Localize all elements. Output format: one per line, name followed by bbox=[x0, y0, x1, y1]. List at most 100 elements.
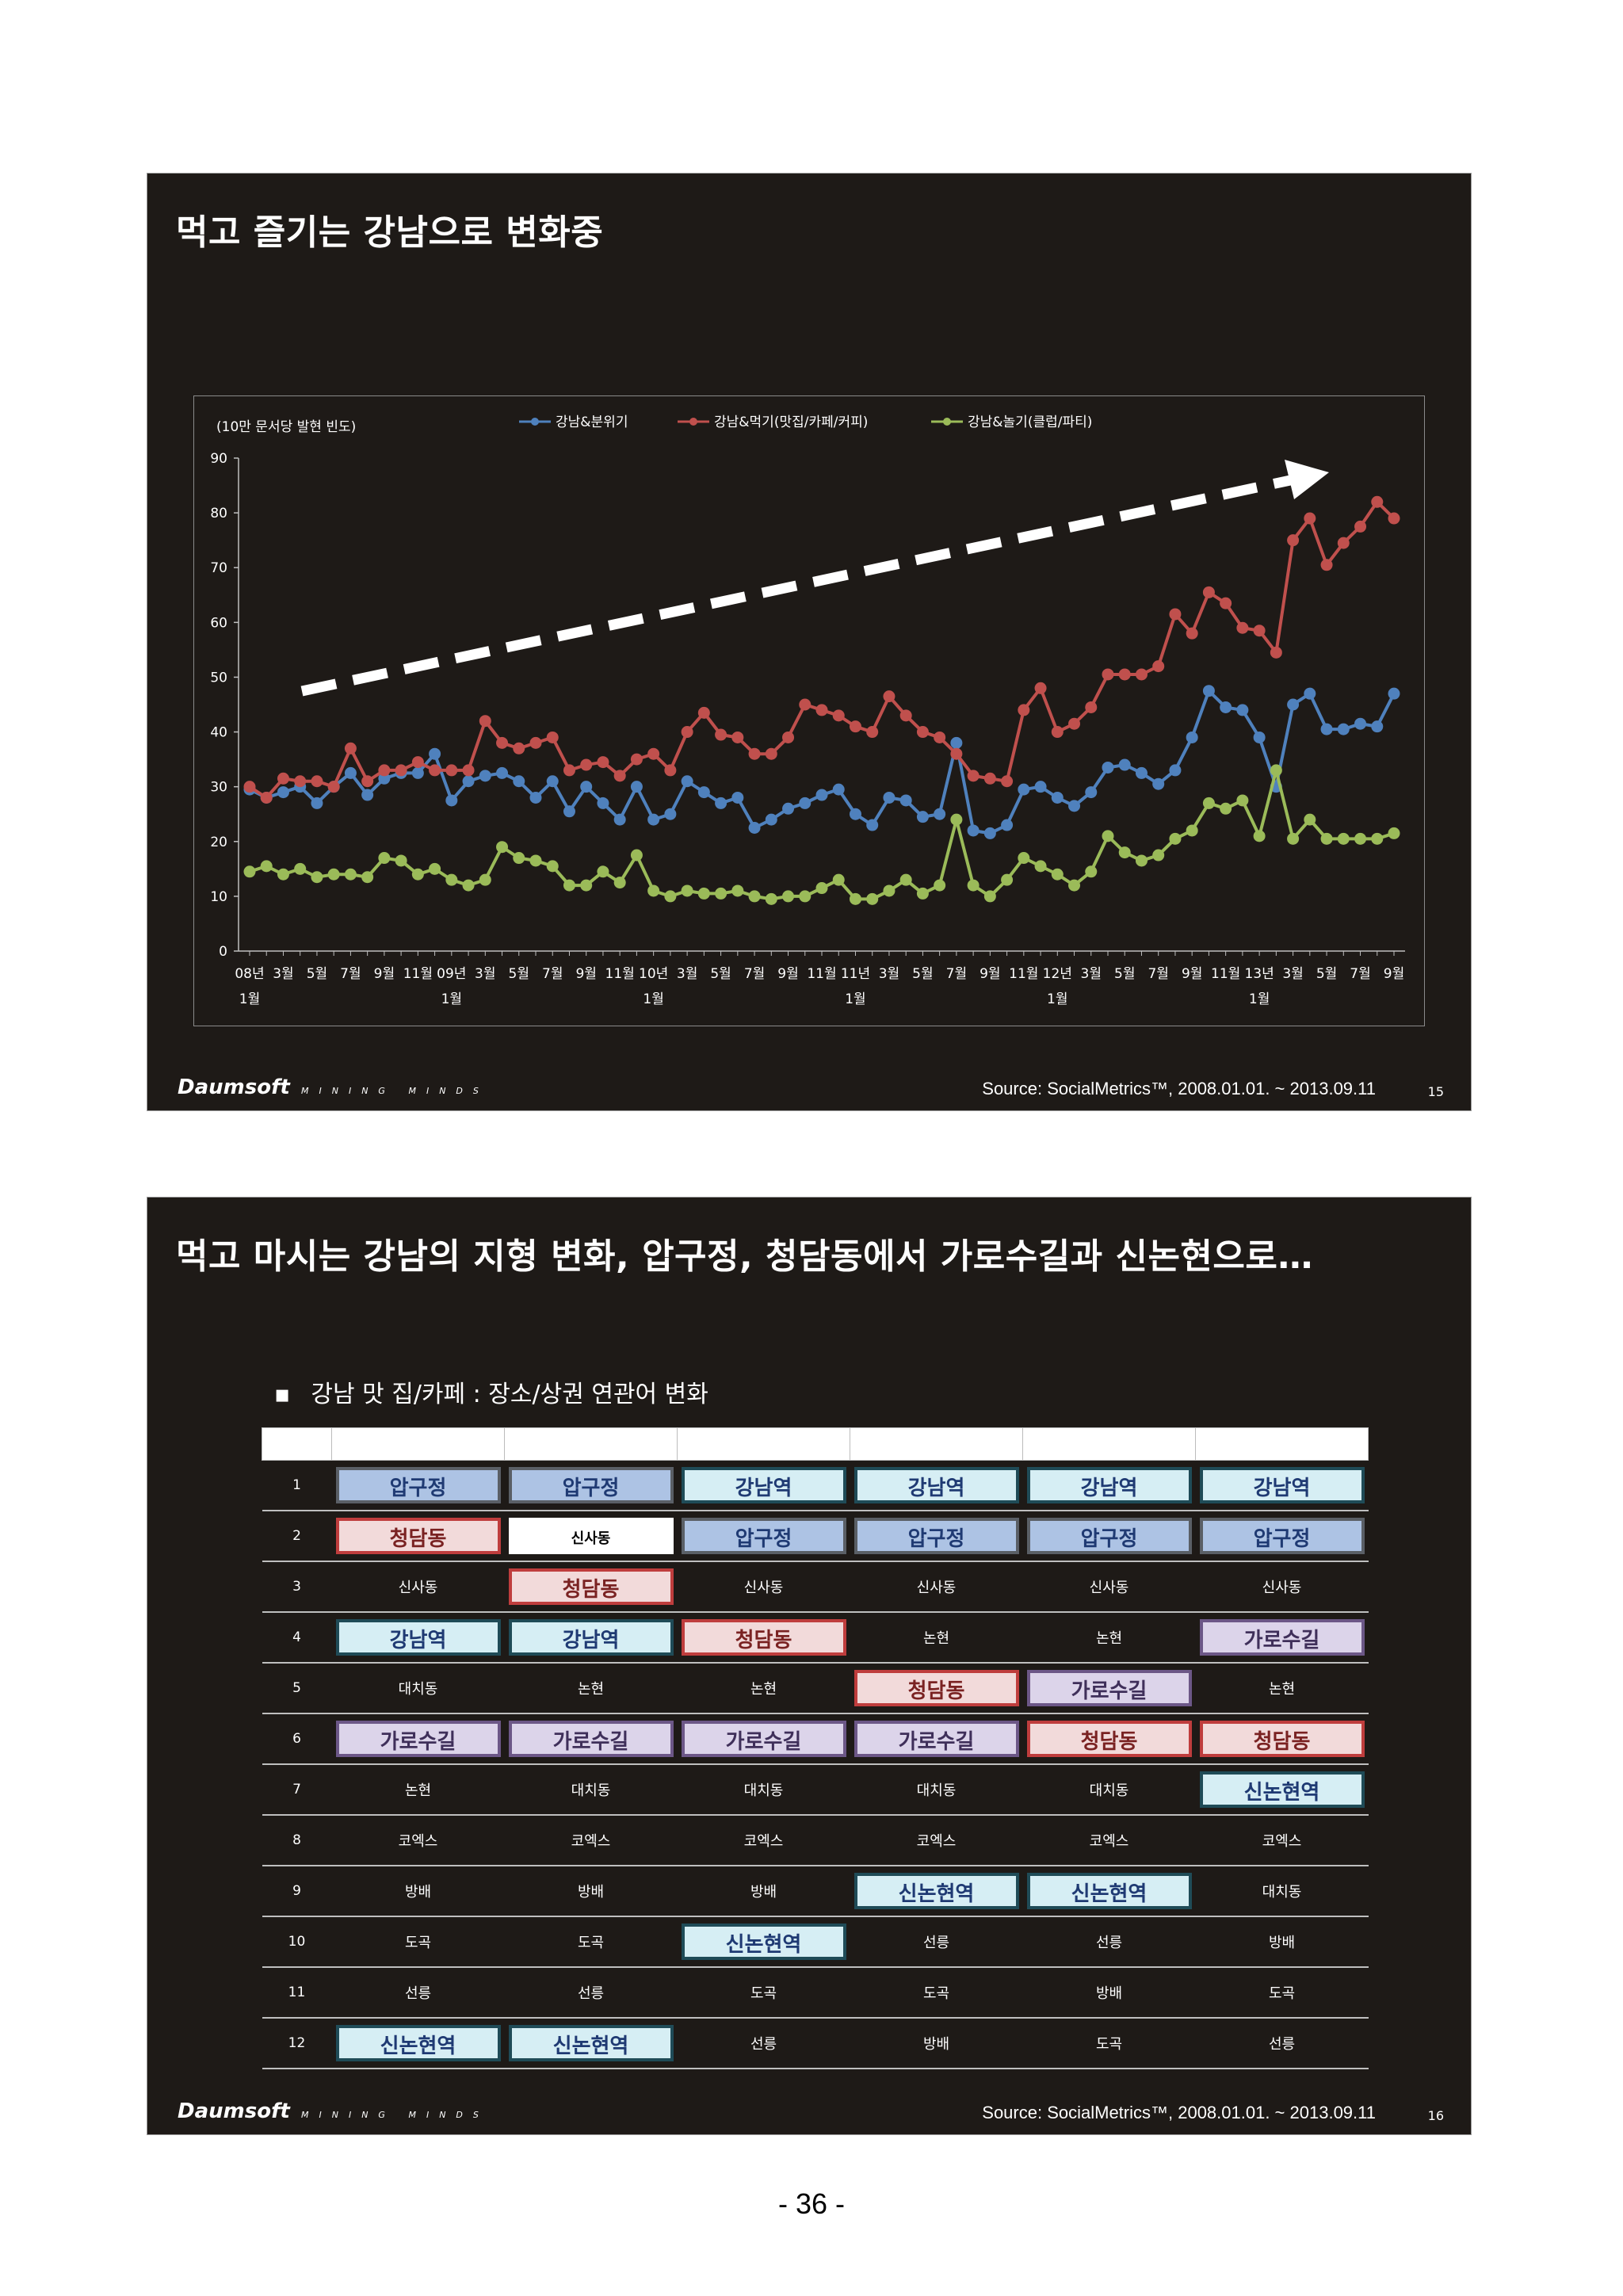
rank-cell: 8 bbox=[262, 1815, 332, 1866]
x-tick-label: 9월 bbox=[980, 966, 1000, 982]
table-row: 5 대치동 논현 논현 청담동 가로수길 논현 bbox=[262, 1663, 1369, 1714]
data-point bbox=[580, 781, 593, 793]
data-point bbox=[277, 868, 289, 881]
data-point bbox=[765, 892, 777, 905]
data-point bbox=[580, 879, 593, 892]
data-point bbox=[277, 772, 289, 785]
data-point bbox=[967, 879, 980, 892]
data-point bbox=[1034, 682, 1047, 694]
data-point bbox=[1253, 625, 1266, 637]
data-point bbox=[344, 766, 357, 779]
place-label: 도곡 bbox=[922, 1985, 950, 2002]
data-point bbox=[1051, 791, 1064, 804]
data-point bbox=[1304, 512, 1316, 525]
data-point bbox=[647, 747, 660, 760]
table-row: 9 방배 방배 방배 신논현역 신논현역 대치동 bbox=[262, 1866, 1369, 1917]
place-chip-cyan: 강남역 bbox=[854, 1467, 1019, 1503]
x-tick-label: 3월 bbox=[677, 966, 697, 982]
data-point bbox=[748, 890, 761, 903]
data-point bbox=[411, 756, 424, 769]
table-cell: 대치동 bbox=[1195, 1866, 1369, 1917]
place-chip-cyan: 신논현역 bbox=[508, 2025, 674, 2061]
x-tick-label: 7월 bbox=[340, 966, 361, 982]
table-cell: 도곡 bbox=[1022, 2018, 1196, 2069]
data-point bbox=[967, 824, 980, 837]
place-label: 선릉 bbox=[1095, 1935, 1123, 1951]
data-point bbox=[1220, 701, 1232, 713]
rank-cell: 7 bbox=[262, 1764, 332, 1816]
data-point bbox=[1034, 860, 1047, 873]
data-point bbox=[849, 892, 861, 905]
table-cell: 신사동 bbox=[504, 1511, 678, 1562]
data-point bbox=[529, 854, 542, 867]
data-point bbox=[361, 775, 374, 788]
place-chip-cyan: 신논현역 bbox=[1199, 1771, 1365, 1808]
data-point bbox=[529, 791, 542, 804]
table-cell: 도곡 bbox=[331, 1916, 505, 1968]
table-cell: 신논현역 bbox=[1022, 1866, 1196, 1917]
place-label: 선릉 bbox=[750, 2036, 777, 2053]
table-row: 10 도곡 도곡 신논현역 선릉 선릉 방배 bbox=[262, 1916, 1369, 1968]
header-cell bbox=[504, 1427, 678, 1461]
table-cell: 가로수길 bbox=[1022, 1663, 1196, 1714]
data-point bbox=[294, 775, 307, 788]
data-point bbox=[765, 813, 777, 826]
x-tick-label: 5월 bbox=[509, 966, 529, 982]
table-cell: 신논현역 bbox=[331, 2018, 505, 2069]
data-point bbox=[1371, 720, 1384, 733]
x-tick-label: 7월 bbox=[946, 966, 967, 982]
table-cell: 논현 bbox=[331, 1764, 505, 1816]
data-point bbox=[395, 764, 407, 777]
y-tick-label: 20 bbox=[210, 835, 227, 850]
table-subtitle: ▪ 강남 맛 집/카페 : 장소/상권 연관어 변화 bbox=[274, 1374, 708, 1409]
data-point bbox=[715, 728, 727, 741]
data-point bbox=[1202, 586, 1215, 598]
x-tick-label: 9월 bbox=[1182, 966, 1202, 982]
data-point bbox=[731, 731, 744, 743]
data-point bbox=[361, 871, 374, 884]
data-point bbox=[883, 690, 896, 703]
table-cell: 논현 bbox=[504, 1663, 678, 1714]
data-point bbox=[983, 827, 996, 839]
table-row: 3 신사동 청담동 신사동 신사동 신사동 신사동 bbox=[262, 1561, 1369, 1613]
logo-tagline: MINING MINDS bbox=[301, 2110, 489, 2120]
table-row: 12 신논현역 신논현역 선릉 방배 도곡 선릉 bbox=[262, 2018, 1369, 2069]
table-cell: 대치동 bbox=[504, 1764, 678, 1816]
table-cell: 도곡 bbox=[504, 1916, 678, 1968]
data-point bbox=[1287, 534, 1300, 547]
data-point bbox=[1001, 819, 1014, 831]
table-row: 8 코엑스 코엑스 코엑스 코엑스 코엑스 코엑스 bbox=[262, 1815, 1369, 1866]
place-label: 선릉 bbox=[922, 1935, 950, 1951]
place-label: 대치동 bbox=[1089, 1782, 1129, 1799]
data-point bbox=[445, 873, 458, 886]
y-axis-label: (10만 문서당 발현 빈도) bbox=[216, 419, 356, 435]
table-cell: 강남역 bbox=[331, 1612, 505, 1664]
data-point bbox=[1287, 832, 1300, 845]
data-point bbox=[1320, 832, 1333, 845]
table-cell: 신사동 bbox=[331, 1561, 505, 1613]
data-point bbox=[1152, 849, 1165, 861]
x-tick-label: 1월 bbox=[239, 991, 260, 1007]
data-point bbox=[832, 873, 845, 886]
place-label: 논현 bbox=[577, 1681, 605, 1698]
data-point bbox=[1001, 775, 1014, 788]
data-point bbox=[277, 786, 289, 799]
bullet-icon: ▪ bbox=[274, 1381, 291, 1408]
table-cell: 강남역 bbox=[850, 1460, 1023, 1511]
table-cell: 코엑스 bbox=[331, 1815, 505, 1866]
data-point bbox=[395, 854, 407, 867]
table-cell: 선릉 bbox=[504, 1967, 678, 2019]
source-note: Source: SocialMetrics™, 2008.01.01. ~ 20… bbox=[982, 2103, 1376, 2122]
data-point bbox=[630, 753, 643, 766]
data-point bbox=[1354, 832, 1367, 845]
table-cell: 선릉 bbox=[331, 1967, 505, 2019]
table-cell: 코엑스 bbox=[1022, 1815, 1196, 1866]
place-label: 도곡 bbox=[404, 1935, 432, 1951]
place-label: 논현 bbox=[404, 1782, 432, 1799]
table-cell: 선릉 bbox=[850, 1916, 1023, 1968]
legend-marker bbox=[689, 418, 697, 426]
place-chip-white: 신사동 bbox=[508, 1518, 674, 1554]
table-cell: 신사동 bbox=[1022, 1561, 1196, 1613]
data-point bbox=[563, 879, 575, 892]
rank-cell: 12 bbox=[262, 2018, 332, 2069]
